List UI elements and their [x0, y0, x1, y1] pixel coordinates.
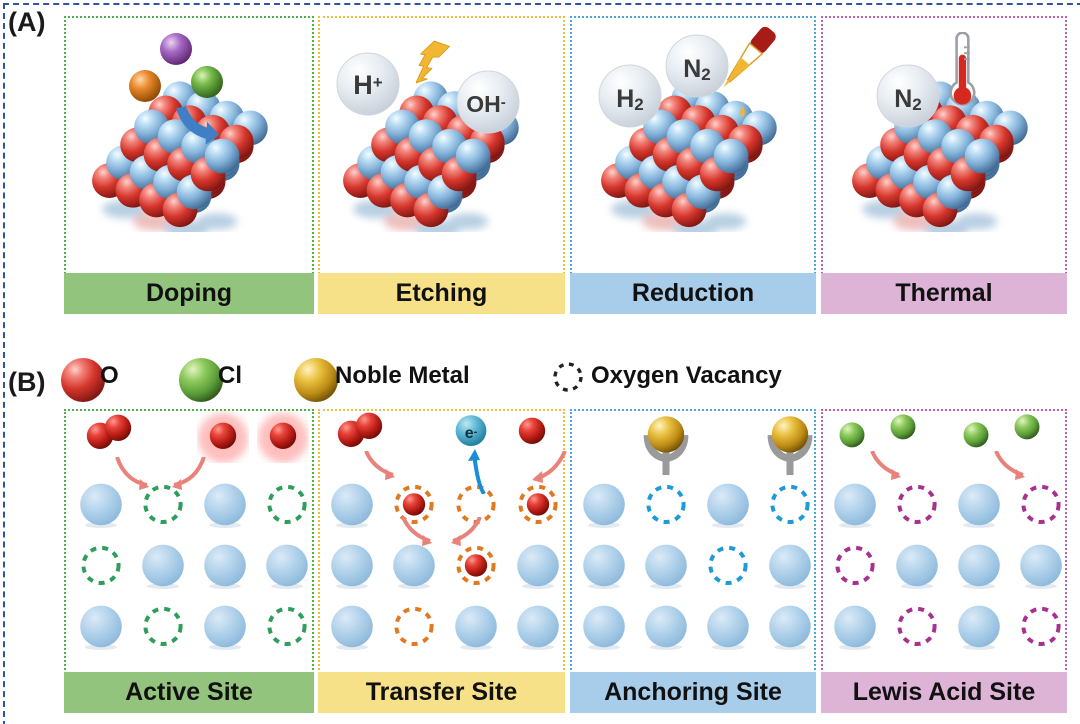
svg-text:OH-: OH-	[466, 91, 506, 117]
